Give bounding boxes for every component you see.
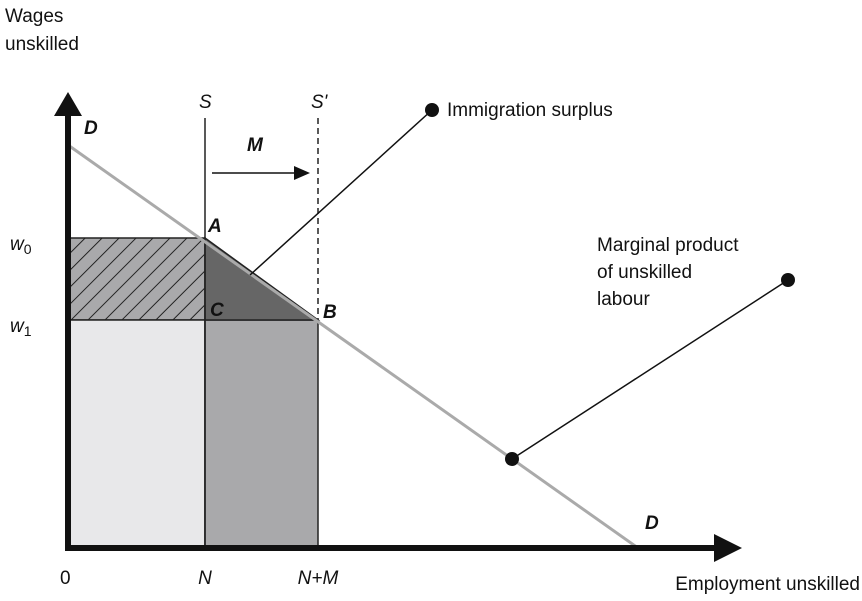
- label-base: w: [10, 234, 25, 255]
- y-arrow: [54, 92, 82, 116]
- gain-area: [204, 319, 319, 549]
- pointer-dot: [781, 273, 795, 287]
- annotation: Immigration surplus: [447, 100, 613, 121]
- shift-arrowhead: [294, 166, 310, 180]
- annotation: labour: [597, 289, 650, 310]
- x-label: Employment unskilled: [675, 574, 860, 595]
- label: N: [198, 568, 212, 589]
- label: D: [84, 118, 98, 139]
- pointer-line: [249, 109, 433, 276]
- pointer-dot: [425, 103, 439, 117]
- hatched-area: [67, 237, 206, 321]
- label: w1: [10, 316, 32, 339]
- label: D: [645, 513, 659, 534]
- y-label: Wages: [5, 6, 63, 27]
- pointer-line: [511, 279, 789, 460]
- label: M: [247, 135, 264, 156]
- label-base: w: [10, 316, 25, 337]
- label: S': [311, 92, 329, 113]
- label-sub: 0: [24, 241, 32, 257]
- label: B: [323, 302, 337, 323]
- annotation: Marginal product: [597, 235, 739, 256]
- pointer-dot: [505, 452, 519, 466]
- label: S: [199, 92, 212, 113]
- light-area: [67, 319, 206, 549]
- x-arrow: [714, 534, 742, 562]
- label: C: [210, 300, 224, 321]
- label: A: [207, 216, 222, 237]
- y-label: unskilled: [5, 34, 79, 55]
- label: N+M: [298, 568, 339, 589]
- label: w0: [10, 234, 32, 257]
- label-sub: 1: [24, 323, 32, 339]
- origin-label: 0: [60, 568, 71, 589]
- annotation: of unskilled: [597, 262, 692, 283]
- demand-line: [67, 143, 639, 550]
